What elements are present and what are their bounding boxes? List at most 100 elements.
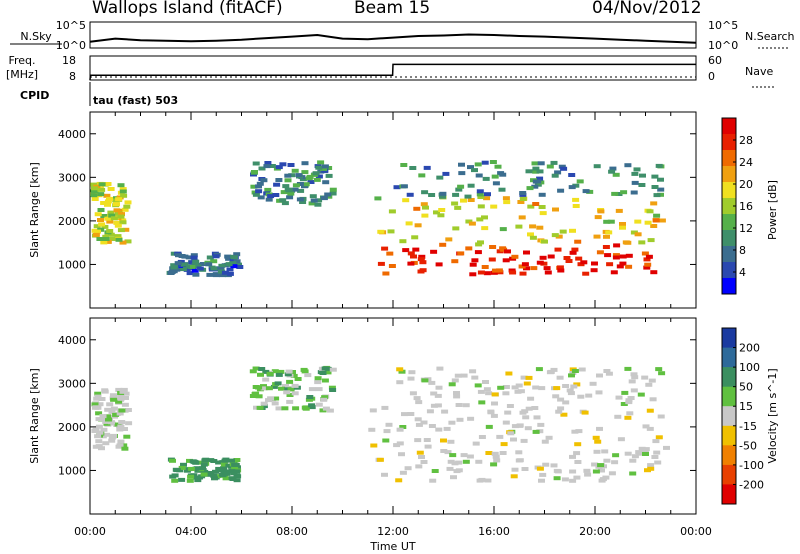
- velocity-cell: [199, 466, 206, 471]
- velocity-cell: [553, 386, 561, 391]
- power-cell: [550, 160, 558, 165]
- velocity-cell: [515, 450, 523, 455]
- velocity-cell: [256, 405, 264, 410]
- power-cell: [423, 165, 431, 170]
- velocity-cell: [229, 477, 237, 481]
- velocity-cell: [524, 426, 532, 431]
- power-cell: [121, 207, 129, 212]
- power-cell: [393, 185, 401, 190]
- power-cell: [124, 200, 132, 205]
- velocity-cell: [291, 383, 299, 388]
- velocity-cell: [253, 405, 260, 410]
- velocity-cell: [647, 463, 655, 468]
- velocity-cell: [556, 375, 564, 380]
- velocity-cell: [482, 380, 489, 384]
- velocity-cell: [440, 449, 448, 453]
- velocity-cell: [196, 460, 204, 465]
- velocity-cell: [455, 460, 463, 465]
- velocity-cell: [511, 424, 519, 429]
- power-cell: [604, 253, 612, 258]
- power-cell: [536, 260, 544, 265]
- velocity-cell: [655, 367, 663, 372]
- power-cell: [302, 182, 310, 187]
- velocity-cell: [255, 385, 263, 390]
- velocity-cell: [118, 408, 126, 413]
- power-cell: [117, 228, 125, 233]
- velocity-cell: [500, 442, 508, 447]
- velocity-cell: [502, 391, 510, 396]
- colorbar-cell: [722, 367, 736, 388]
- freq-unit: [MHz]: [6, 68, 38, 81]
- velocity-cell: [277, 369, 285, 374]
- y-tick-label: 1000: [58, 464, 86, 477]
- power-cell: [538, 205, 546, 209]
- velocity-cell: [393, 443, 401, 448]
- power-cell: [119, 220, 127, 225]
- power-cell: [551, 173, 559, 178]
- power-cell: [651, 174, 659, 179]
- power-cell: [619, 222, 626, 226]
- velocity-cell: [123, 434, 131, 439]
- power-cell: [225, 256, 233, 261]
- velocity-cell: [585, 393, 593, 398]
- velocity-cell: [101, 388, 109, 393]
- power-cell: [292, 183, 300, 188]
- velocity-cell: [497, 385, 505, 390]
- velocity-cell: [308, 387, 316, 392]
- power-cell: [421, 213, 429, 218]
- power-cell: [644, 262, 652, 267]
- velocity-cell: [108, 420, 115, 425]
- power-cell: [653, 193, 661, 198]
- velocity-cell: [472, 441, 480, 446]
- power-cell: [97, 208, 105, 212]
- power-cell: [273, 182, 281, 187]
- power-cell: [469, 272, 477, 277]
- velocity-cell: [598, 468, 605, 473]
- power-cell: [515, 224, 523, 229]
- power-cell: [186, 271, 194, 276]
- power-cell: [484, 192, 491, 197]
- velocity-cell: [536, 429, 544, 434]
- power-cell: [492, 268, 499, 273]
- velocity-cell: [453, 469, 461, 474]
- power-cell: [625, 264, 633, 269]
- velocity-cell: [381, 405, 389, 410]
- power-cell: [555, 234, 563, 239]
- velocity-cell: [614, 414, 622, 419]
- velocity-cell: [520, 375, 528, 380]
- x-tick-label: 12:00: [377, 525, 409, 538]
- velocity-cell: [636, 451, 644, 456]
- velocity-cell: [95, 439, 103, 444]
- power-cell: [519, 271, 527, 276]
- power-cell: [650, 201, 658, 206]
- power-cell: [108, 213, 116, 218]
- velocity-cell: [283, 390, 291, 395]
- velocity-cell: [505, 371, 513, 376]
- power-cell: [534, 179, 542, 184]
- power-cell: [541, 239, 548, 244]
- velocity-cell: [516, 423, 524, 428]
- power-cell: [178, 254, 186, 258]
- power-cell: [483, 196, 491, 201]
- nave-label: Nave: [745, 65, 773, 78]
- velocity-cell: [510, 437, 517, 442]
- velocity-cell: [189, 459, 197, 464]
- velocity-cell: [621, 390, 629, 395]
- velocity-cell: [569, 469, 577, 474]
- velocity-cell: [638, 446, 646, 451]
- power-cell: [646, 209, 654, 214]
- power-cell: [279, 162, 287, 167]
- velocity-cell: [315, 402, 323, 407]
- power-cell: [282, 184, 290, 189]
- power-cell: [464, 194, 472, 199]
- velocity-cell: [539, 472, 547, 477]
- velocity-cell: [255, 394, 263, 399]
- velocity-cell: [568, 373, 575, 378]
- y-tick-label: 2000: [58, 215, 86, 228]
- velocity-cell: [260, 384, 267, 389]
- power-cell: [518, 215, 526, 220]
- power-cell: [188, 264, 196, 269]
- power-cell: [476, 217, 484, 222]
- power-cell: [281, 201, 289, 206]
- power-cell: [117, 214, 125, 219]
